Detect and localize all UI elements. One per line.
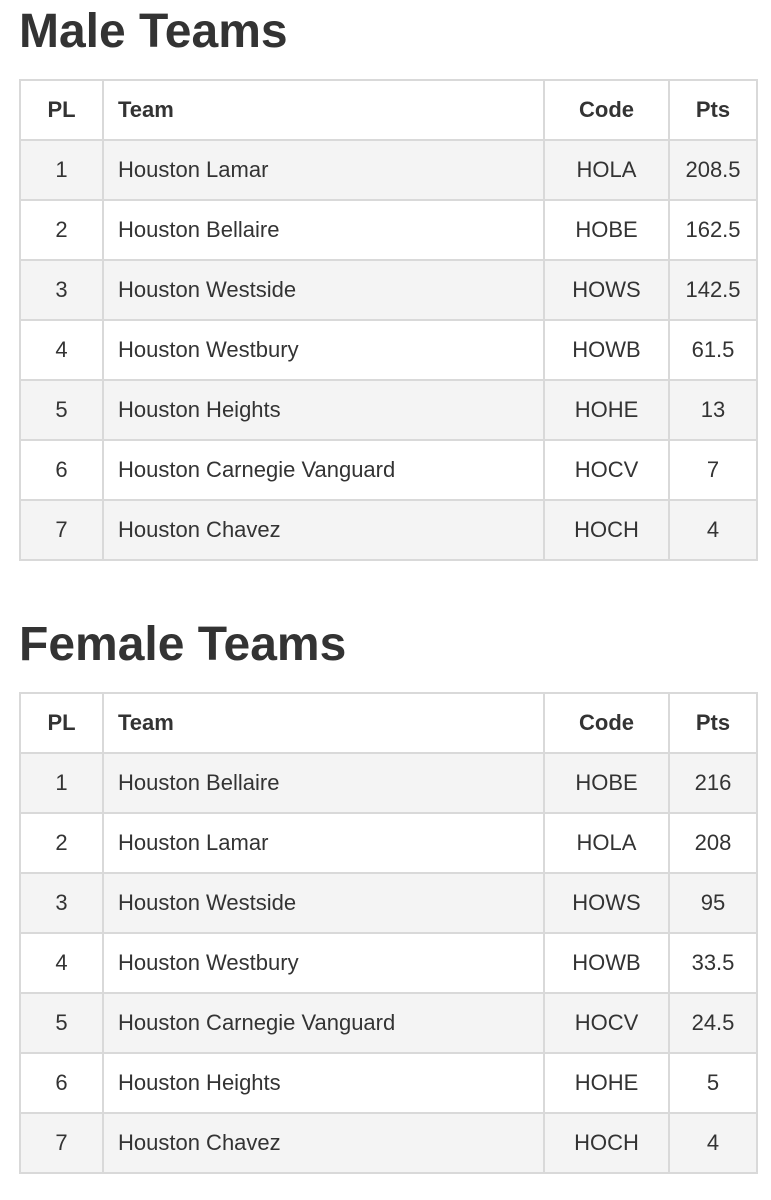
pl-cell: 2	[19, 812, 104, 874]
table-row: 7 Houston Chavez HOCH 4	[19, 1112, 758, 1174]
table-row: 1 Houston Lamar HOLA 208.5	[19, 139, 758, 201]
code-cell: HOLA	[543, 139, 670, 201]
male-teams-title: Male Teams	[19, 5, 288, 58]
pl-cell: 7	[19, 1112, 104, 1174]
female-teams-title: Female Teams	[19, 618, 347, 671]
pl-cell: 3	[19, 259, 104, 321]
code-cell: HOBE	[543, 752, 670, 814]
team-cell: Houston Westbury	[102, 319, 545, 381]
team-cell: Houston Heights	[102, 379, 545, 441]
pl-cell: 5	[19, 379, 104, 441]
pl-column-header: PL	[19, 79, 104, 141]
pts-cell: 61.5	[668, 319, 758, 381]
code-column-header: Code	[543, 79, 670, 141]
team-cell: Houston Heights	[102, 1052, 545, 1114]
pts-cell: 4	[668, 499, 758, 561]
code-column-header: Code	[543, 692, 670, 754]
pts-cell: 95	[668, 872, 758, 934]
team-cell: Houston Chavez	[102, 499, 545, 561]
male-teams-section: Male Teams PL Team Code Pts 1 Houston La…	[19, 4, 758, 561]
team-column-header: Team	[102, 692, 545, 754]
code-cell: HOWS	[543, 259, 670, 321]
team-cell: Houston Chavez	[102, 1112, 545, 1174]
team-cell: Houston Lamar	[102, 139, 545, 201]
pts-column-header: Pts	[668, 79, 758, 141]
team-cell: Houston Westside	[102, 872, 545, 934]
table-row: 5 Houston Carnegie Vanguard HOCV 24.5	[19, 992, 758, 1054]
pl-cell: 4	[19, 932, 104, 994]
code-cell: HOCH	[543, 499, 670, 561]
team-cell: Houston Bellaire	[102, 752, 545, 814]
table-row: 3 Houston Westside HOWS 142.5	[19, 259, 758, 321]
pts-cell: 24.5	[668, 992, 758, 1054]
team-cell: Houston Westside	[102, 259, 545, 321]
pl-cell: 4	[19, 319, 104, 381]
table-row: 5 Houston Heights HOHE 13	[19, 379, 758, 441]
code-cell: HOHE	[543, 379, 670, 441]
pts-cell: 142.5	[668, 259, 758, 321]
table-row: 3 Houston Westside HOWS 95	[19, 872, 758, 934]
code-cell: HOWB	[543, 932, 670, 994]
female-teams-table: PL Team Code Pts 1 Houston Bellaire HOBE…	[19, 692, 758, 1174]
pts-cell: 5	[668, 1052, 758, 1114]
code-cell: HOCV	[543, 439, 670, 501]
female-teams-section: Female Teams PL Team Code Pts 1 Houston …	[19, 617, 758, 1174]
pts-cell: 208.5	[668, 139, 758, 201]
table-row: 7 Houston Chavez HOCH 4	[19, 499, 758, 561]
male-teams-table: PL Team Code Pts 1 Houston Lamar HOLA 20…	[19, 79, 758, 561]
table-row: 4 Houston Westbury HOWB 33.5	[19, 932, 758, 994]
team-cell: Houston Bellaire	[102, 199, 545, 261]
code-cell: HOCH	[543, 1112, 670, 1174]
pl-cell: 3	[19, 872, 104, 934]
team-cell: Houston Carnegie Vanguard	[102, 992, 545, 1054]
table-row: 6 Houston Heights HOHE 5	[19, 1052, 758, 1114]
pts-cell: 162.5	[668, 199, 758, 261]
pl-cell: 2	[19, 199, 104, 261]
table-row: 1 Houston Bellaire HOBE 216	[19, 752, 758, 814]
pts-cell: 33.5	[668, 932, 758, 994]
pts-cell: 13	[668, 379, 758, 441]
code-cell: HOLA	[543, 812, 670, 874]
table-row: 2 Houston Bellaire HOBE 162.5	[19, 199, 758, 261]
pts-cell: 216	[668, 752, 758, 814]
pts-cell: 7	[668, 439, 758, 501]
pl-cell: 6	[19, 439, 104, 501]
pl-cell: 5	[19, 992, 104, 1054]
pl-column-header: PL	[19, 692, 104, 754]
code-cell: HOBE	[543, 199, 670, 261]
table-row: 2 Houston Lamar HOLA 208	[19, 812, 758, 874]
pl-cell: 1	[19, 139, 104, 201]
table-header-row: PL Team Code Pts	[19, 692, 758, 754]
pts-cell: 4	[668, 1112, 758, 1174]
team-cell: Houston Westbury	[102, 932, 545, 994]
team-column-header: Team	[102, 79, 545, 141]
table-row: 4 Houston Westbury HOWB 61.5	[19, 319, 758, 381]
table-row: 6 Houston Carnegie Vanguard HOCV 7	[19, 439, 758, 501]
team-cell: Houston Carnegie Vanguard	[102, 439, 545, 501]
code-cell: HOWS	[543, 872, 670, 934]
code-cell: HOCV	[543, 992, 670, 1054]
pts-column-header: Pts	[668, 692, 758, 754]
code-cell: HOWB	[543, 319, 670, 381]
pl-cell: 6	[19, 1052, 104, 1114]
pl-cell: 7	[19, 499, 104, 561]
code-cell: HOHE	[543, 1052, 670, 1114]
pl-cell: 1	[19, 752, 104, 814]
table-header-row: PL Team Code Pts	[19, 79, 758, 141]
team-cell: Houston Lamar	[102, 812, 545, 874]
pts-cell: 208	[668, 812, 758, 874]
